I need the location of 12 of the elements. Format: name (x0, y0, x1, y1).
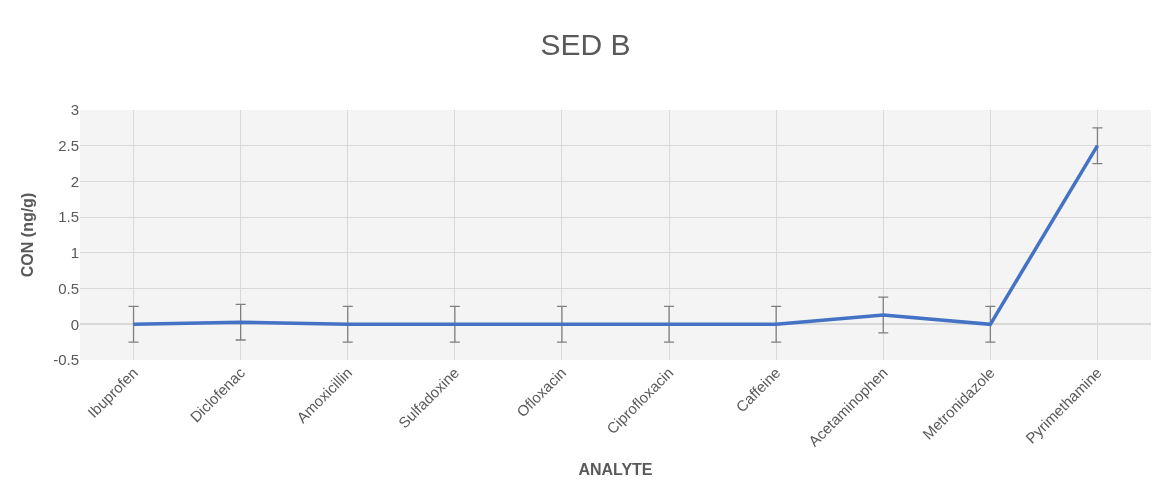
y-tick-label: 0.5 (58, 279, 79, 297)
y-tick-label: 1 (70, 244, 79, 262)
y-tick-label: 1.5 (58, 208, 79, 226)
y-tick-label: -0.5 (53, 351, 79, 369)
y-tick-label: 0 (70, 315, 79, 333)
line-series (131, 143, 1100, 327)
x-axis-title: ANALYTE (578, 461, 653, 479)
y-axis-title: CON (ng/g) (19, 192, 37, 278)
y-tick-label: 3 (70, 101, 79, 119)
y-tick-label: 2.5 (58, 136, 79, 154)
chart-title: SED B (540, 28, 631, 62)
y-tick-label: 2 (70, 172, 79, 190)
